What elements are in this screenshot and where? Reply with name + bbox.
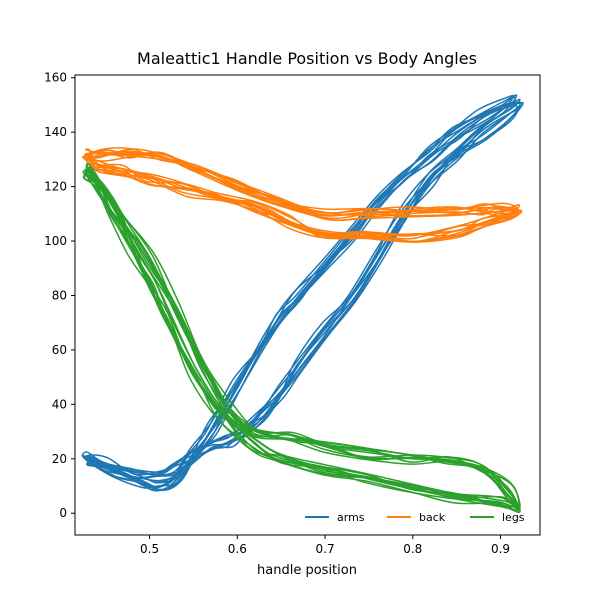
arms-cycle-line [85, 102, 522, 492]
y-tick-label: 120 [44, 180, 67, 194]
legs-cycle-line [84, 168, 518, 511]
series-back [81, 147, 523, 243]
legs-cycle-line [82, 174, 517, 509]
plot-area [81, 94, 524, 514]
y-tick-label: 40 [52, 397, 67, 411]
legend-item-back: back [387, 511, 446, 524]
arms-cycle-line [86, 102, 522, 492]
y-tick-label: 60 [52, 343, 67, 357]
y-tick-label: 80 [52, 288, 67, 302]
legend-item-arms: arms [305, 511, 365, 524]
legend-item-legs: legs [470, 511, 525, 524]
legend-label: arms [337, 511, 365, 524]
y-tick-label: 20 [52, 452, 67, 466]
legend: arms back legs [305, 511, 525, 524]
series-legs [82, 163, 521, 514]
back-cycle-line [88, 154, 523, 243]
x-tick-label: 0.7 [316, 542, 335, 556]
x-tick-label: 0.8 [403, 542, 422, 556]
legend-label: legs [502, 511, 525, 524]
x-tick-label: 0.5 [140, 542, 159, 556]
back-cycle-line [85, 148, 519, 236]
series-arms [81, 94, 524, 492]
y-tick-label: 0 [59, 506, 67, 520]
legs-cycle-line [85, 163, 521, 510]
x-tick-label: 0.6 [228, 542, 247, 556]
x-tick-label: 0.9 [491, 542, 510, 556]
legend-label: back [419, 511, 446, 524]
y-tick-label: 160 [44, 71, 67, 85]
chart-title: Maleattic1 Handle Position vs Body Angle… [137, 49, 477, 68]
x-axis-label: handle position [257, 563, 357, 578]
y-tick-label: 100 [44, 234, 67, 248]
y-tick-label: 140 [44, 125, 67, 139]
axes-frame [74, 74, 541, 536]
axes: 0.5 0.6 0.7 0.8 0.9 0 20 40 60 80 100 120 140 160 [44, 71, 541, 556]
back-cycle-line [84, 151, 519, 239]
